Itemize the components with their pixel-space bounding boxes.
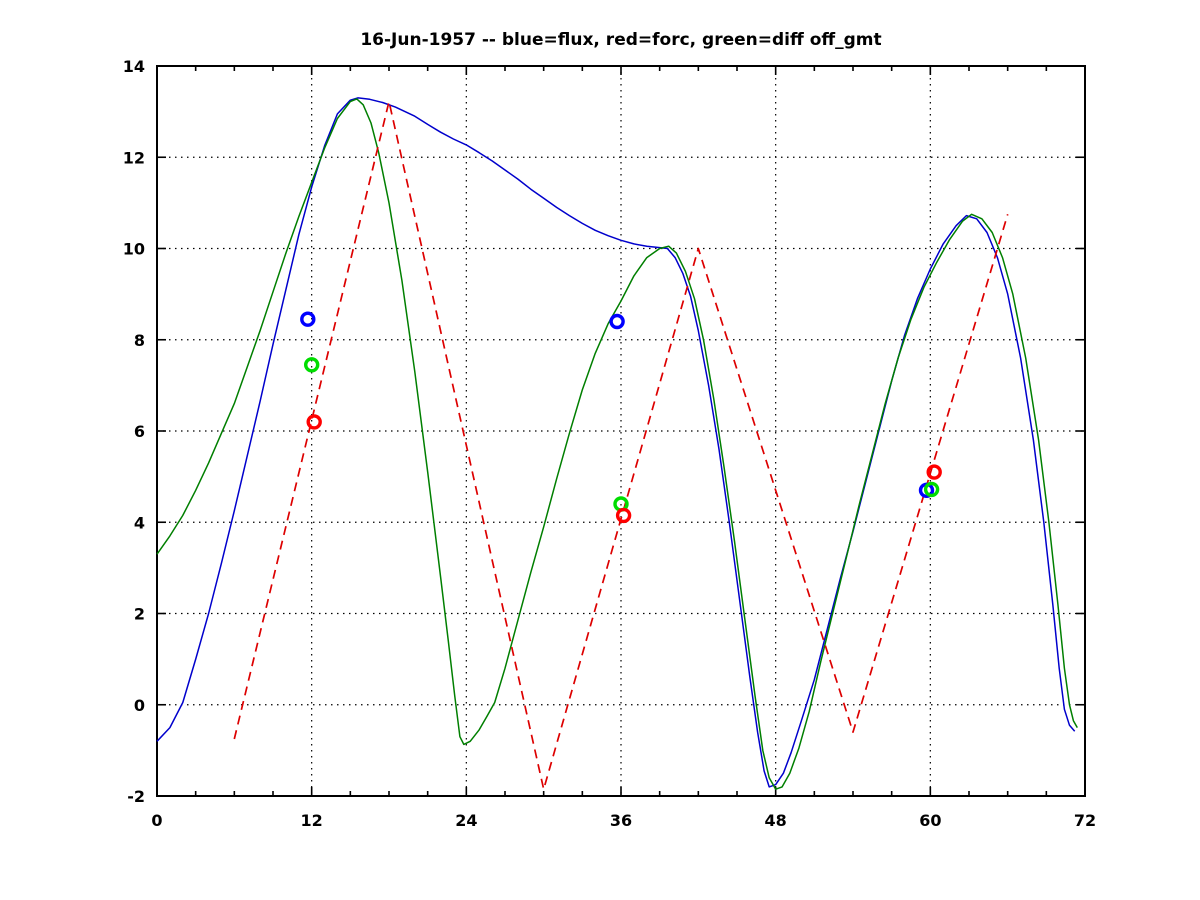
x-tick-label: 24 <box>455 811 477 830</box>
y-tick-label: 10 <box>123 240 145 259</box>
x-tick-label: 72 <box>1074 811 1096 830</box>
x-tick-label: 12 <box>301 811 323 830</box>
x-tick-label: 36 <box>610 811 632 830</box>
y-tick-label: 6 <box>134 422 145 441</box>
y-tick-label: 12 <box>123 148 145 167</box>
marker-diff-sample-points <box>923 481 940 498</box>
y-tick-label: 0 <box>134 696 145 715</box>
x-tick-label: 60 <box>919 811 941 830</box>
y-tick-label: 14 <box>123 57 145 76</box>
marker-diff-sample-points <box>304 357 320 373</box>
chart-title: 16-Jun-1957 -- blue=flux, red=forc, gree… <box>360 30 882 50</box>
marker-flux-sample-points <box>609 313 625 330</box>
y-tick-label: 4 <box>134 513 145 532</box>
marker-forc-sample-points <box>615 507 632 524</box>
y-tick-label: 2 <box>134 605 145 624</box>
marker-forc-sample-points <box>306 414 322 430</box>
marker-forc-sample-points <box>926 464 942 480</box>
series-diff <box>156 98 1078 790</box>
x-tick-label: 0 <box>151 811 162 830</box>
series-flux <box>156 97 1076 788</box>
marker-flux-sample-points <box>300 311 316 327</box>
y-tick-label: 8 <box>134 331 145 350</box>
x-tick-label: 48 <box>765 811 787 830</box>
y-tick-label: -2 <box>127 787 145 806</box>
